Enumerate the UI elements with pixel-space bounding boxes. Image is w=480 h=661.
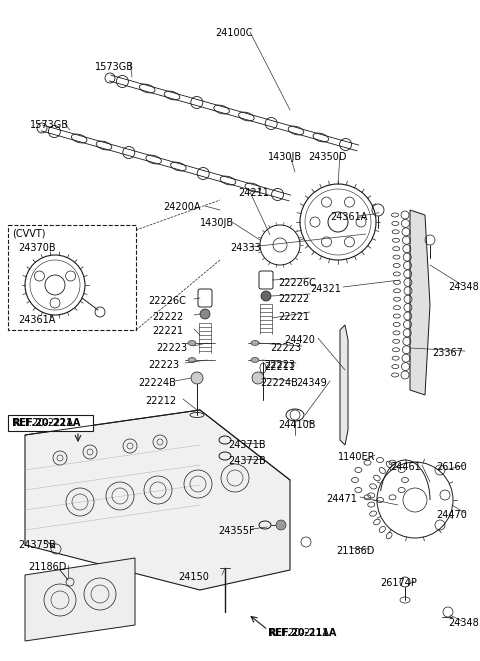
Text: 1573GB: 1573GB [30, 120, 69, 130]
Text: 24375B: 24375B [18, 540, 56, 550]
Circle shape [276, 520, 286, 530]
Text: 22222: 22222 [278, 294, 309, 304]
Text: 22223: 22223 [148, 360, 179, 370]
Ellipse shape [251, 358, 259, 362]
Text: 22222: 22222 [152, 312, 183, 322]
Bar [8, 415, 93, 431]
Text: 22221: 22221 [152, 326, 183, 336]
Text: 24200A: 24200A [163, 202, 201, 212]
Text: 24361A: 24361A [18, 315, 55, 325]
Text: 22221: 22221 [278, 312, 309, 322]
Text: 24372B: 24372B [228, 456, 266, 466]
Text: (CVVT): (CVVT) [12, 228, 46, 238]
Text: 22223: 22223 [156, 343, 187, 353]
Text: REF.20-211A: REF.20-211A [268, 628, 336, 638]
Text: 24333: 24333 [230, 243, 261, 253]
Polygon shape [340, 325, 348, 445]
Ellipse shape [251, 340, 259, 346]
Text: 24348: 24348 [448, 618, 479, 628]
Polygon shape [25, 410, 290, 590]
Text: 1140ER: 1140ER [338, 452, 375, 462]
Text: 24371B: 24371B [228, 440, 265, 450]
Polygon shape [25, 558, 135, 641]
Text: 22223: 22223 [264, 360, 295, 370]
Text: 24211: 24211 [238, 188, 269, 198]
Text: 26160: 26160 [436, 462, 467, 472]
Text: 24100C: 24100C [215, 28, 252, 38]
Text: REF.20-221A: REF.20-221A [12, 418, 80, 428]
Circle shape [261, 291, 271, 301]
Text: 24150: 24150 [178, 572, 209, 582]
Circle shape [252, 372, 264, 384]
Ellipse shape [188, 340, 196, 346]
Text: REF.20-211A: REF.20-211A [268, 628, 329, 638]
Text: 24348: 24348 [448, 282, 479, 292]
Circle shape [191, 372, 203, 384]
Ellipse shape [188, 358, 196, 362]
Text: 22224B: 22224B [260, 378, 298, 388]
Text: 22224B: 22224B [138, 378, 176, 388]
Polygon shape [410, 210, 430, 395]
Text: 24321: 24321 [310, 284, 341, 294]
Text: 24350D: 24350D [308, 152, 347, 162]
Text: 24420: 24420 [284, 335, 315, 345]
Text: 22226C: 22226C [278, 278, 316, 288]
Text: 22223: 22223 [270, 343, 301, 353]
Text: 24410B: 24410B [278, 420, 315, 430]
Text: 24370B: 24370B [18, 243, 56, 253]
Text: 24470: 24470 [436, 510, 467, 520]
Text: 21186D: 21186D [336, 546, 374, 556]
Text: REF.20-221A: REF.20-221A [12, 418, 73, 428]
Bar [8, 225, 136, 330]
Text: 26174P: 26174P [380, 578, 417, 588]
Text: 1430JB: 1430JB [268, 152, 302, 162]
Text: 24461: 24461 [390, 462, 421, 472]
Circle shape [200, 309, 210, 319]
Text: 22212: 22212 [145, 396, 176, 406]
Text: 21186D: 21186D [28, 562, 66, 572]
Text: 22226C: 22226C [148, 296, 186, 306]
Text: 1573GB: 1573GB [95, 62, 134, 72]
Text: 24361A: 24361A [330, 212, 367, 222]
Text: 23367: 23367 [432, 348, 463, 358]
Text: 1430JB: 1430JB [200, 218, 234, 228]
Text: 24355F: 24355F [218, 526, 254, 536]
Text: 22211: 22211 [264, 362, 295, 372]
Text: 24471: 24471 [326, 494, 357, 504]
Text: 24349: 24349 [296, 378, 327, 388]
